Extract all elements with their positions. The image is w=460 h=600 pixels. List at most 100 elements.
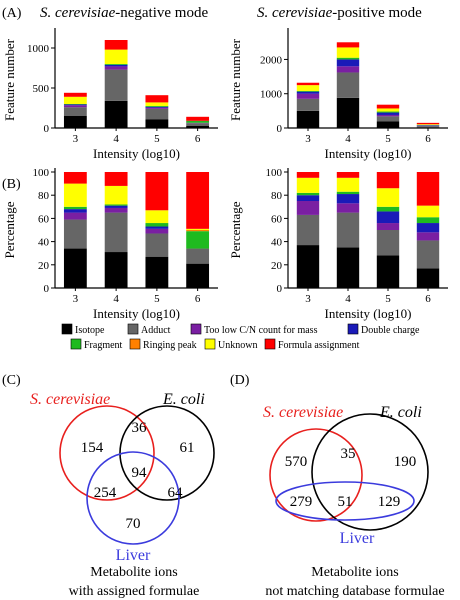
bar-a-pos-6-7 [416,122,440,125]
bar-b-pos-5-2 [376,223,400,230]
y-tick-label-b-pos-4: 80 [271,190,283,202]
bar-b-neg-4-0 [104,252,128,288]
title-negative-species: S. cerevisiae [40,5,116,21]
y-axis-label-a-neg: Feature number [2,38,17,121]
y-axis-label-b-neg: Percentage [2,201,17,258]
bar-a-neg-5-2 [145,107,169,109]
bar-a-pos-3-6 [296,85,320,91]
bar-a-pos-6-6 [416,124,440,125]
bar-b-neg-6-1 [186,248,210,264]
x-tick-label-a-pos-2: 5 [385,133,391,145]
y-tick-label-a-pos-0: 0 [277,123,283,135]
venn-d-caption-1: Metabolite ions [311,565,399,580]
venn-diagram-d: S. cerevisiae E. coli Liver 570 35 190 2… [263,404,445,599]
bar-b-neg-5-4 [145,223,169,227]
legend: Isotope Adduct Too low C/N count for mas… [61,323,420,351]
x-axis-label-a-pos: Intensity (log10) [324,146,411,161]
chart-a-pos: 3 4 5 6 0 1000 2000 Intensity (log10) Feature nu… [228,28,448,161]
bar-b-neg-6-6 [186,228,210,230]
bar-b-pos-6-3 [416,223,440,233]
y-tick-label-b-pos-3: 60 [271,213,283,225]
panel-label-d: (D) [230,373,250,388]
venn-c-count-e-only: 61 [180,440,195,456]
title-negative-mode: S. cerevisiae-negative mode [40,5,208,21]
title-positive-species: S. cerevisiae [257,5,333,21]
bar-a-pos-4-6 [336,47,360,58]
bar-a-neg-6-7 [186,116,210,121]
bar-b-neg-3-2 [63,212,87,220]
bar-b-pos-3-6 [296,177,320,193]
bar-b-pos-5-1 [376,230,400,256]
y-axis-label-a-pos: Feature number [228,38,243,121]
bar-b-neg-4-3 [104,205,128,208]
y-tick-label-b-neg-3: 60 [38,213,50,225]
legend-swatch-fragment [70,338,82,350]
legend-label-fragment: Fragment [84,340,123,351]
title-negative-rest: -negative mode [115,5,208,21]
x-tick-label-a-neg-0: 3 [73,133,79,145]
bar-b-pos-5-6 [376,188,400,207]
x-tick-label-b-pos-2: 5 [385,293,391,305]
x-tick-label-a-pos-3: 6 [425,133,431,145]
venn-c-label-s-cerevisiae: S. cerevisiae [30,391,110,408]
venn-c-circle-liver [86,451,180,545]
bar-b-neg-4-7 [104,172,128,186]
bar-b-neg-4-4 [104,204,128,206]
venn-c-count-s-e-l: 94 [132,465,148,481]
title-positive-rest: -positive mode [332,5,422,21]
bar-a-pos-3-3 [296,91,320,94]
bar-a-pos-4-7 [336,42,360,48]
bar-a-neg-5-0 [145,119,169,128]
bar-b-neg-6-0 [186,263,210,288]
bar-a-pos-3-1 [296,98,320,111]
venn-c-count-l-only: 70 [126,516,141,532]
legend-swatch-too-low-cn [190,323,202,335]
y-tick-label-a-neg-1: 500 [33,83,50,95]
bar-a-pos-4-2 [336,66,360,73]
bar-a-pos-4-0 [336,97,360,128]
legend-label-double-charge: Double charge [361,325,420,336]
venn-d-count-s-only: 570 [285,454,308,470]
bar-b-pos-3-3 [296,195,320,201]
bar-b-pos-5-4 [376,206,400,212]
bar-b-pos-3-1 [296,214,320,246]
bar-b-neg-4-2 [104,207,128,213]
bar-b-pos-3-4 [296,192,320,196]
y-tick-label-a-neg-0: 0 [44,123,50,135]
y-tick-label-b-neg-1: 20 [38,260,50,272]
x-tick-label-a-neg-1: 4 [113,133,119,145]
y-axis-label-b-pos: Percentage [228,201,243,258]
bar-a-neg-5-4 [145,106,169,107]
venn-c-caption-2: with assigned formulae [69,584,200,599]
legend-swatch-double-charge [347,323,359,335]
bar-b-neg-6-7 [186,172,210,229]
panel-label-a: (A) [2,6,22,21]
x-tick-label-b-pos-1: 4 [345,293,351,305]
bar-a-neg-6-0 [186,126,210,128]
bar-b-neg-6-4 [186,231,210,249]
legend-label-adduct: Adduct [141,325,171,336]
bar-a-neg-4-2 [104,66,128,70]
panel-label-c: (C) [2,373,21,388]
bar-a-neg-3-7 [63,92,87,97]
title-positive-mode: S. cerevisiae-positive mode [257,5,422,21]
bar-a-pos-5-4 [376,111,400,113]
x-axis-label-b-pos: Intensity (log10) [324,306,411,321]
bar-a-pos-4-1 [336,72,360,98]
bar-b-neg-3-7 [63,172,87,184]
venn-d-label-liver: Liver [340,530,375,547]
bar-a-neg-5-3 [145,106,169,108]
venn-d-ellipse-liver [275,481,415,521]
bar-a-pos-6-1 [416,126,440,128]
bar-b-neg-5-0 [145,256,169,288]
venn-c-label-liver: Liver [116,547,151,564]
venn-c-circle-e-coli [119,405,215,501]
bar-a-pos-5-3 [376,112,400,115]
venn-d-count-s-l: 279 [290,494,313,510]
bar-b-pos-5-3 [376,211,400,224]
bar-a-neg-6-4 [186,120,210,123]
